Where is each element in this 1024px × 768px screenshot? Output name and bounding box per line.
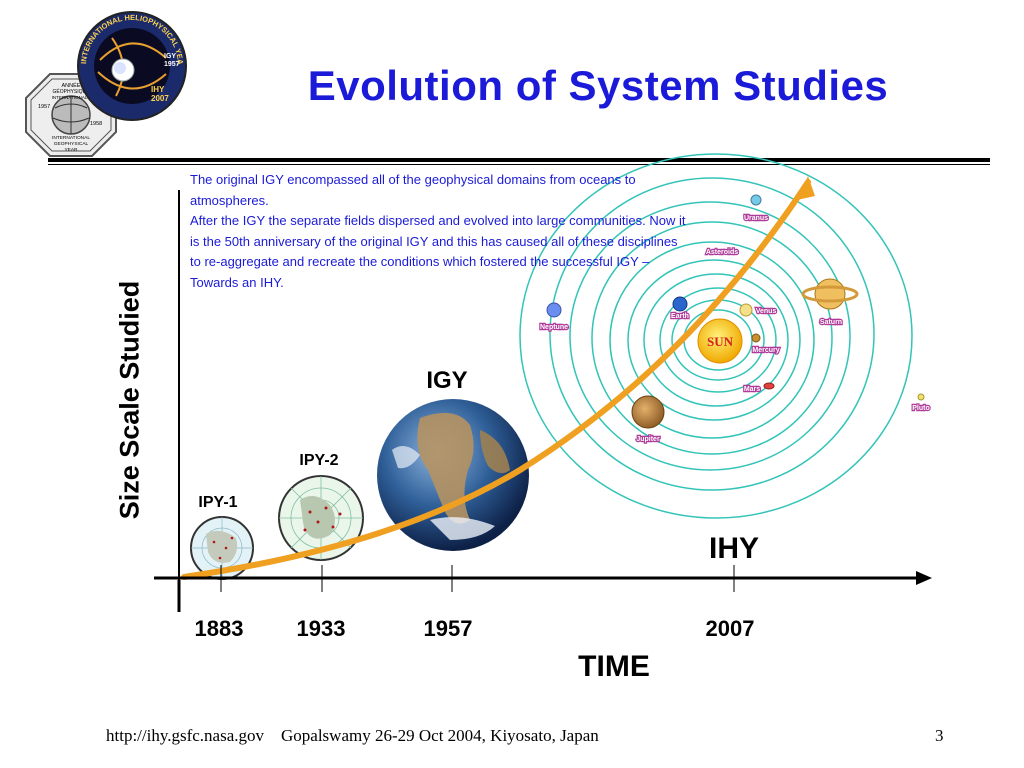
igy-earth (377, 399, 529, 551)
label-mercury: Mercury (752, 347, 779, 354)
orbit-5 (627, 259, 801, 421)
intro-paragraph-1: The original IGY encompassed all of the … (190, 172, 636, 208)
label-neptune: Neptune (540, 324, 568, 331)
pluto (917, 393, 925, 401)
igy-logo-text-4: 1957 (38, 104, 50, 110)
year-1933: 1933 (296, 616, 346, 641)
growth-curve-arrowhead (797, 176, 815, 200)
y-axis-label: Size Scale Studied (114, 280, 145, 520)
mars (763, 382, 775, 390)
uranus (750, 194, 762, 206)
label-saturn: Saturn (820, 319, 842, 326)
igy-logo-text-6: INTERNATIONAL (52, 135, 90, 141)
footer: http://ihy.gsfc.nasa.gov Gopalswamy 26-2… (106, 726, 599, 746)
era-label-igy: IGY (426, 367, 468, 394)
page-number: 3 (935, 726, 944, 745)
orbit-8 (569, 201, 851, 471)
igy-logo-text-7: GEOPHYSICAL (54, 141, 89, 147)
planets (546, 194, 925, 429)
label-earth: Earth (671, 313, 689, 320)
label-venus: Venus (756, 308, 777, 315)
orbit-10 (519, 153, 913, 519)
x-axis-label: TIME (578, 650, 650, 683)
intro-text: The original IGY encompassed all of the … (190, 170, 690, 293)
label-mars: Mars (744, 386, 760, 393)
mercury (751, 333, 761, 343)
sun-label: SUN (707, 334, 734, 349)
label-pluto: Pluto (912, 405, 930, 412)
footer-credit: Gopalswamy 26-29 Oct 2004, Kiyosato, Jap… (281, 726, 599, 745)
growth-curve (181, 179, 811, 580)
ihy-logo-year-2: 1957 (164, 61, 180, 68)
logos: ANNÉE GÉOPHYSIQUE INTERNATIONALE 1957 19… (20, 8, 187, 157)
label-asteroids: Asteroids (706, 249, 738, 256)
jupiter (631, 395, 665, 429)
ipy2-globe (278, 475, 364, 561)
igy-logo-text-3: INTERNATIONALE (52, 95, 91, 100)
ipy1-globe (190, 516, 254, 580)
intro-paragraph-2: After the IGY the separate fields disper… (190, 213, 686, 290)
slide-title: Evolution of System Studies (307, 62, 889, 109)
label-uranus: Uranus (744, 215, 768, 222)
earth (672, 296, 688, 312)
solar-system (519, 153, 913, 519)
orbit-9 (549, 177, 875, 491)
saturn (801, 278, 859, 310)
era-label-ihy: IHY (708, 532, 760, 565)
title-rule-thin (48, 164, 990, 165)
orbit-3 (659, 287, 777, 393)
ihy-logo-year-3: IHY (151, 85, 165, 94)
era-label-ipy2: IPY-2 (299, 452, 339, 469)
planet-labels: Uranus Asteroids Earth Venus Saturn Nept… (539, 214, 931, 444)
igy-logo-text-1: ANNÉE (62, 82, 81, 89)
sun (697, 318, 743, 364)
footer-url: http://ihy.gsfc.nasa.gov (106, 726, 265, 745)
label-jupiter: Jupiter (636, 436, 660, 443)
year-1957: 1957 (423, 616, 473, 641)
igy-logo-text-2: GÉOPHYSIQUE (53, 88, 91, 95)
orbit-4 (643, 273, 789, 407)
igy-logo-text-5: 1958 (90, 121, 102, 127)
venus (739, 303, 753, 317)
year-1883: 1883 (194, 616, 244, 641)
title-rule-thick (48, 158, 990, 162)
neptune (546, 302, 562, 318)
orbit-6 (609, 241, 815, 439)
ihy-logo-year-4: 2007 (151, 94, 169, 103)
orbit-7 (591, 221, 833, 455)
ihy-logo-year-1: IGY (164, 53, 176, 60)
era-label-ipy1: IPY-1 (198, 494, 238, 511)
year-2007: 2007 (705, 616, 755, 641)
igy-logo-text-8: YEAR (64, 147, 78, 153)
x-axis-arrowhead (916, 571, 932, 585)
